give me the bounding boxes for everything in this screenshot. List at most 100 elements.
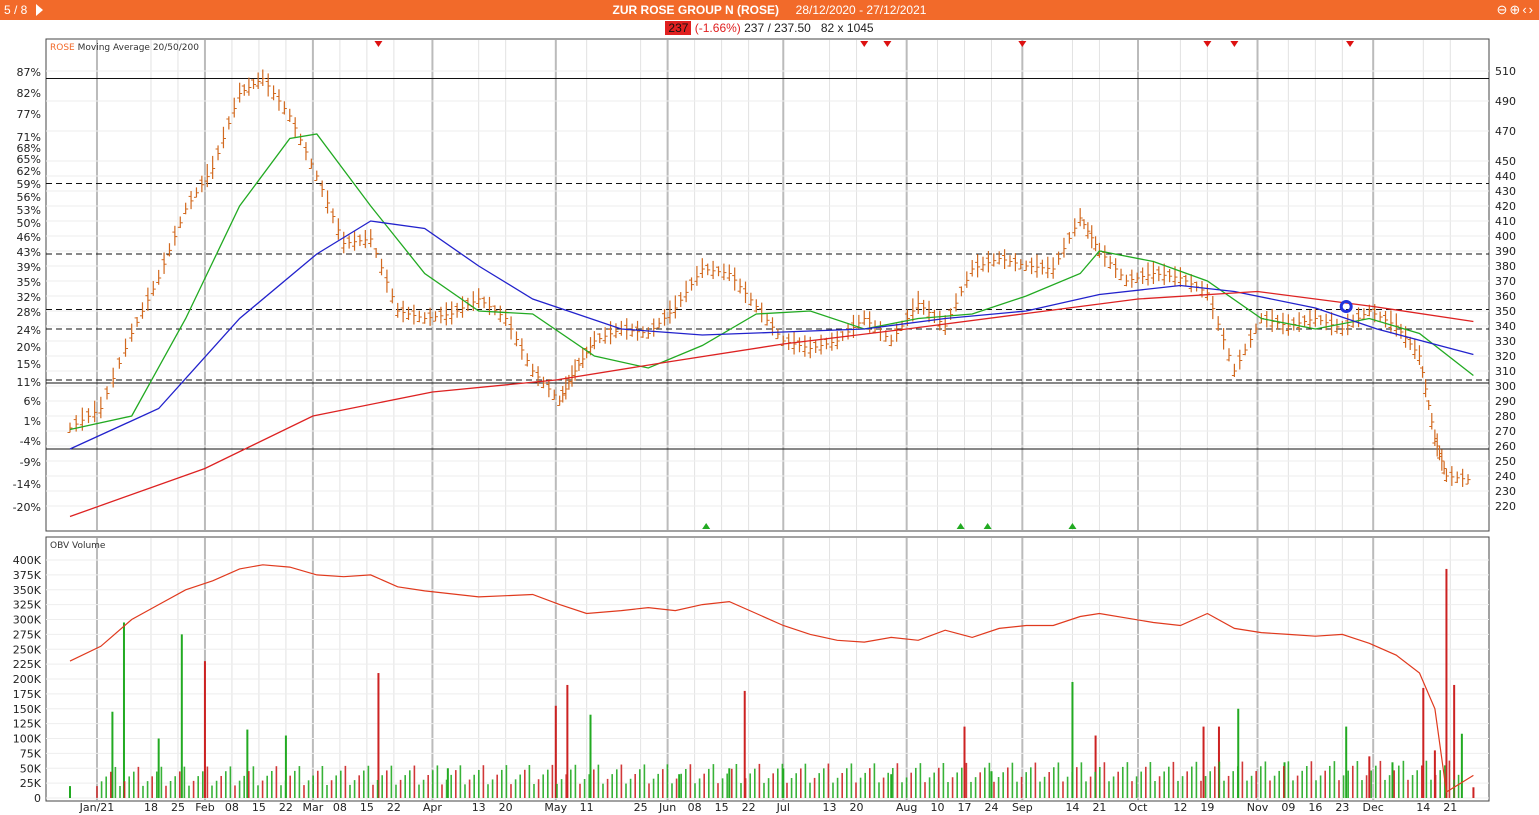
volume-bar-small [339, 770, 342, 798]
volume-bar-small [537, 779, 540, 798]
volume-bar-small [1154, 781, 1156, 798]
price-axis-label: 320 [1495, 350, 1516, 363]
volume-bar-small [1149, 762, 1152, 798]
price-axis-label: 390 [1495, 245, 1516, 258]
volume-bar-small [1213, 766, 1216, 798]
percent-axis-label: 59% [17, 178, 41, 191]
quote-bar: 237 (-1.66%) 237 / 237.50 82 x 1045 [0, 21, 1539, 35]
volume-bar-small [661, 769, 664, 798]
volume-bar [284, 735, 287, 798]
volume-bar-small [1016, 781, 1018, 798]
volume-axis-label: 400K [13, 554, 42, 567]
volume-bar-small [404, 775, 406, 798]
x-tick-label: Mar [303, 801, 324, 814]
volume-bar-small [1347, 770, 1349, 798]
percent-axis-label: 35% [17, 276, 41, 289]
price-axis-label: 290 [1495, 395, 1516, 408]
volume-bar-small [464, 784, 466, 798]
volume-bar-small [1011, 762, 1014, 798]
volume-bar-small [652, 778, 655, 798]
percent-axis-label: 53% [17, 204, 41, 217]
price-panel[interactable]: 510 490 470 450 440 430 420 410 400 390 380 370 360 3… [13, 38, 1516, 532]
volume-bar-small [1075, 767, 1078, 798]
volume-bar-small [197, 776, 199, 798]
price-axis-label: 230 [1495, 485, 1516, 498]
volume-bar-small [1416, 770, 1418, 798]
volume-bar-small [459, 765, 462, 798]
x-tick-label: 15 [715, 801, 729, 814]
volume-bar-small [901, 782, 903, 798]
volume-bar [1472, 787, 1475, 798]
volume-bar-small [1080, 762, 1083, 798]
volume-bar-small [1301, 770, 1303, 798]
volume-axis-label: 50K [20, 762, 42, 775]
volume-bar-small [1052, 767, 1055, 798]
price-axis-label: 240 [1495, 470, 1516, 483]
volume-bar-small [1034, 762, 1037, 798]
volume-bar-small [675, 778, 678, 798]
volume-bar [446, 768, 449, 798]
volume-bar-small [864, 772, 866, 798]
volume-chart-title: OBV Volume [50, 541, 106, 551]
volume-bar-small [850, 763, 853, 798]
volume-bar-small [1048, 772, 1050, 798]
percent-axis-label: 43% [17, 246, 41, 259]
volume-bar-small [422, 779, 425, 798]
volume-bar-small [887, 772, 889, 798]
volume-bar-small [1351, 765, 1354, 798]
chevron-left-icon[interactable]: ‹ [1522, 2, 1529, 17]
volume-bar-small [1209, 771, 1211, 798]
volume-bar-small [1420, 765, 1423, 798]
volume-bar-small [1006, 767, 1009, 798]
volume-bar-small [1333, 761, 1336, 798]
zoom-out-icon[interactable]: ⊖ [1496, 2, 1510, 17]
price-axis-label: 260 [1495, 440, 1516, 453]
volume-bar-small [970, 781, 972, 798]
volume-axis-label: 225K [13, 658, 42, 671]
volume-bar-small [643, 764, 646, 798]
volume-bar-small [868, 768, 871, 798]
next-page-icon[interactable] [36, 4, 43, 16]
price-axis-label: 360 [1495, 290, 1516, 303]
volume-bar-small [588, 774, 590, 798]
volume-bar-small [243, 775, 245, 798]
volume-bar-small [758, 763, 761, 798]
percent-axis-label: 20% [17, 341, 41, 354]
volume-bar-small [188, 785, 190, 798]
sell-signal-marker [1018, 41, 1027, 47]
volume-bar-small [533, 784, 535, 798]
volume-bar-small [330, 780, 333, 798]
volume-bar-small [1029, 767, 1032, 798]
volume-bar-small [1296, 775, 1299, 798]
price-axis-label: 310 [1495, 365, 1516, 378]
volume-bar-small [818, 773, 820, 798]
volume-bar-small [1131, 781, 1133, 798]
sell-signal-marker [883, 41, 892, 47]
x-tick-label: Jul [776, 801, 790, 814]
volume-bar-small [261, 780, 264, 798]
chevron-right-icon[interactable]: › [1528, 2, 1535, 17]
volume-bar-small [579, 783, 581, 798]
volume-bar-small [983, 767, 986, 798]
volume-bar-small [1039, 781, 1041, 798]
volume-bar-small [298, 766, 301, 798]
zoom-in-icon[interactable]: ⊕ [1509, 2, 1523, 17]
volume-bar-small [234, 785, 236, 798]
volume-bar-small [284, 780, 287, 798]
volume-bar-small [1195, 761, 1198, 798]
volume-bar-small [408, 770, 411, 798]
percent-axis-label: 71% [17, 131, 41, 144]
volume-bar-small [933, 772, 935, 798]
volume-bar-small [928, 777, 931, 798]
volume-bar-small [974, 777, 977, 798]
volume-bar [111, 711, 114, 798]
volume-bar-small [1255, 771, 1257, 798]
volume-bar-small [924, 782, 926, 798]
volume-bar [678, 774, 681, 798]
volume-bar-small [1232, 771, 1234, 798]
volume-bar [554, 705, 557, 798]
volume-bar-small [289, 775, 291, 798]
volume-bar-small [905, 777, 908, 798]
